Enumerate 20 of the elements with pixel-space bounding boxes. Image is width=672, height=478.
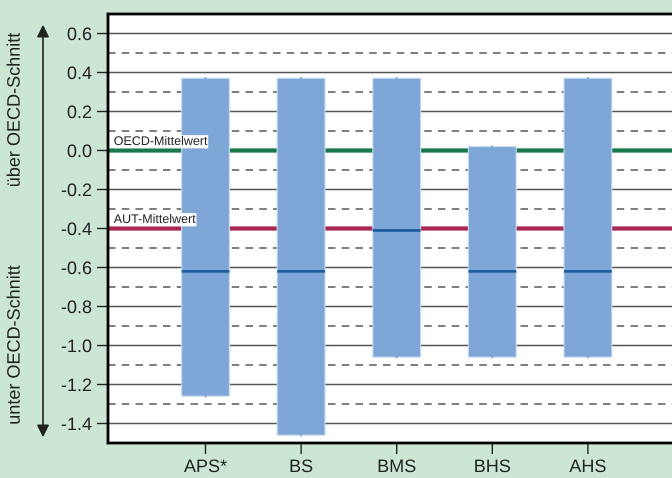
y-tick-label: 0.2 xyxy=(68,105,92,118)
x-tick-label: BMS xyxy=(378,459,416,472)
y-tick-label: 0.0 xyxy=(68,144,92,158)
y-tick-label: 0.6 xyxy=(68,27,92,40)
y-tick-label: -0.8 xyxy=(62,300,92,314)
text: unter OECD-Schnitt xyxy=(6,265,20,424)
y-tick-label: -1.4 xyxy=(62,418,92,430)
x-tick-label: BS xyxy=(290,459,312,472)
y-tick-label: -0.6 xyxy=(62,261,92,274)
y-tick-label: -1.2 xyxy=(62,378,92,392)
x-tick-label: BHS xyxy=(475,459,510,472)
ref-line-label: OECD-Mittelwert xyxy=(114,136,208,146)
y-tick-label: -0.4 xyxy=(62,222,92,236)
x-tick-label: APS* xyxy=(184,459,227,472)
y-tick-label: -1.0 xyxy=(62,339,92,352)
y-tick-label: -0.2 xyxy=(62,183,92,196)
y-tick-label: 0.4 xyxy=(68,66,92,80)
ref-line-label: AUT-Mittelwert xyxy=(114,214,196,224)
y-axis-title: über OECD-Schnitt xyxy=(6,32,20,186)
x-tick-label: AHS xyxy=(569,459,606,472)
